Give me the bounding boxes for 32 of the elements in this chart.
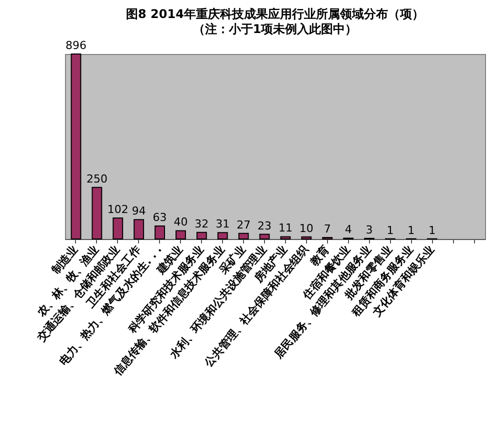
bar	[70, 54, 82, 240]
data-label: 896	[66, 39, 86, 52]
data-label: 7	[324, 222, 331, 236]
bar	[112, 217, 124, 240]
bar	[196, 232, 207, 240]
data-label: 102	[107, 202, 128, 216]
data-label: 250	[86, 172, 108, 186]
chart-title: 图8 2014年重庆科技成果应用行业所属领域分布（项）	[126, 7, 424, 21]
data-label: 1	[386, 224, 394, 237]
data-label: 4	[344, 223, 352, 236]
bar	[92, 186, 102, 240]
data-label: 23	[258, 219, 272, 232]
data-label: 40	[174, 216, 188, 229]
data-label: 27	[236, 218, 251, 232]
data-label: 10	[299, 222, 314, 235]
bar	[154, 225, 165, 240]
bar	[301, 236, 312, 240]
bar	[134, 219, 144, 240]
data-label: 1	[408, 224, 415, 237]
data-label: 31	[216, 218, 230, 231]
bar	[238, 232, 249, 240]
chart-subtitle: （注：小于1项未例入此图中）	[192, 22, 358, 36]
data-label: 32	[194, 217, 209, 230]
data-label: 1	[428, 224, 436, 237]
bar	[259, 234, 270, 240]
bar	[280, 236, 291, 240]
data-label: 94	[132, 204, 146, 218]
data-label: 63	[152, 210, 167, 224]
bar	[217, 232, 228, 240]
data-label: 11	[278, 222, 292, 235]
data-label: 3	[366, 223, 373, 236]
bar	[176, 230, 186, 240]
